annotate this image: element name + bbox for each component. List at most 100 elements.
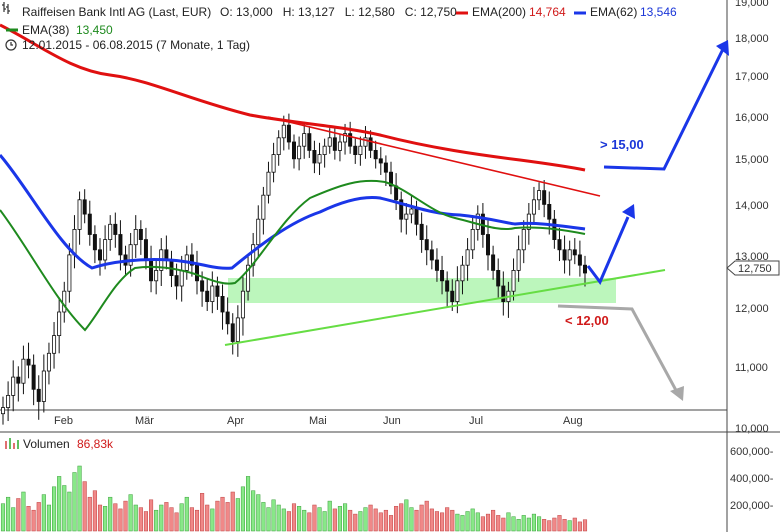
candle-body (445, 280, 450, 292)
candle-body (128, 244, 133, 266)
volume-bar (57, 476, 62, 532)
month-tick-apr: Apr (227, 415, 244, 427)
candle-body (557, 239, 562, 251)
month-tick-aug: Aug (563, 415, 583, 427)
volume-bar (256, 494, 261, 532)
candle-body (567, 249, 572, 261)
candle-body (358, 145, 363, 155)
price-tick-19: 19,000 (735, 0, 769, 9)
candle-body (388, 171, 393, 187)
candle-body (337, 141, 342, 151)
volume-bar (41, 494, 46, 532)
candle-body (266, 171, 271, 196)
candle-body (143, 239, 148, 261)
candle-body (521, 228, 526, 251)
volume-bar (419, 504, 424, 532)
candle-body (36, 388, 41, 402)
candle-body (404, 213, 409, 220)
candle-body (409, 208, 414, 215)
target-down-label: < 12,00 (565, 313, 609, 328)
candle-body (200, 280, 205, 292)
price-tick-16: 16,000 (735, 112, 769, 124)
candle-body (98, 249, 103, 261)
candlestick-layer (0, 113, 588, 425)
volume-bar (521, 515, 526, 532)
volume-bar (77, 465, 82, 532)
candle-body (276, 137, 281, 156)
volume-bar (542, 519, 547, 532)
candle-body (118, 234, 123, 256)
bullish-arrow-short-head (622, 204, 635, 219)
time-axis: Feb Mär Apr Mai Jun Jul Aug (54, 415, 583, 427)
candle-body (103, 239, 108, 261)
volume-tick-400k: 400,000- (730, 473, 774, 485)
volume-tick-200k: 200,000- (730, 500, 774, 512)
volume-bar (26, 506, 31, 532)
candle-body (450, 290, 455, 303)
volume-bar (567, 520, 572, 532)
candle-body (470, 228, 475, 251)
candle-body (235, 317, 240, 342)
volume-bar (557, 515, 562, 532)
volume-bar (531, 513, 536, 532)
volume-axis: 600,000- 400,000- 200,000- (730, 446, 774, 512)
candle-body (210, 285, 215, 303)
candle-body (271, 154, 276, 173)
volume-bar (460, 515, 465, 532)
candle-body (399, 199, 404, 220)
candle-body (373, 149, 378, 160)
candle-body (77, 199, 82, 230)
candle-body (251, 244, 256, 266)
volume-bar (562, 519, 567, 532)
candle-body (455, 280, 460, 302)
volume-bar (128, 494, 133, 532)
candle-body (353, 145, 358, 155)
candle-body (440, 269, 445, 282)
volume-bar (526, 517, 531, 532)
candle-body (348, 133, 353, 147)
volume-bar (388, 515, 394, 532)
volume-bar (184, 496, 189, 532)
volume-bar (194, 509, 200, 532)
candle-body (291, 141, 296, 160)
volume-bar (52, 486, 57, 532)
candle-body (583, 264, 588, 274)
candle-body (240, 290, 245, 319)
candle-body (41, 370, 46, 402)
volume-tick-600k: 600,000- (730, 446, 774, 458)
volume-bar (327, 500, 332, 532)
candle-body (501, 285, 506, 303)
volume-bar (271, 499, 276, 532)
volume-bar (92, 490, 97, 532)
candle-body (343, 133, 348, 143)
volume-bar (307, 512, 312, 532)
ema38-legend-label: EMA(38) (22, 23, 69, 37)
volume-bar (547, 520, 552, 532)
volume-bar (537, 516, 542, 532)
month-tick-jul: Jul (469, 415, 483, 427)
volume-bar (108, 496, 113, 532)
price-tick-11: 11,000 (735, 362, 768, 374)
candle-body (215, 285, 220, 297)
volume-bar (36, 502, 41, 532)
candle-body (327, 137, 332, 147)
volume-bar (358, 511, 363, 532)
bearish-arrow (557, 304, 680, 395)
volume-bar (205, 504, 210, 532)
volume-bar (179, 503, 184, 532)
volume-bar (215, 500, 220, 532)
volume-bar (506, 512, 511, 532)
volume-bar (138, 507, 143, 532)
price-tick-13: 13,000 (735, 251, 769, 263)
candle-body (286, 124, 291, 143)
candle-body (194, 264, 199, 282)
volume-bar (470, 508, 475, 532)
price-tick-12: 12,000 (735, 303, 769, 315)
month-tick-may: Mai (309, 415, 327, 427)
clock-icon (5, 39, 17, 51)
candle-body (434, 259, 439, 271)
volume-bar (465, 511, 470, 532)
candle-body (572, 249, 577, 256)
volume-bar (67, 491, 72, 532)
